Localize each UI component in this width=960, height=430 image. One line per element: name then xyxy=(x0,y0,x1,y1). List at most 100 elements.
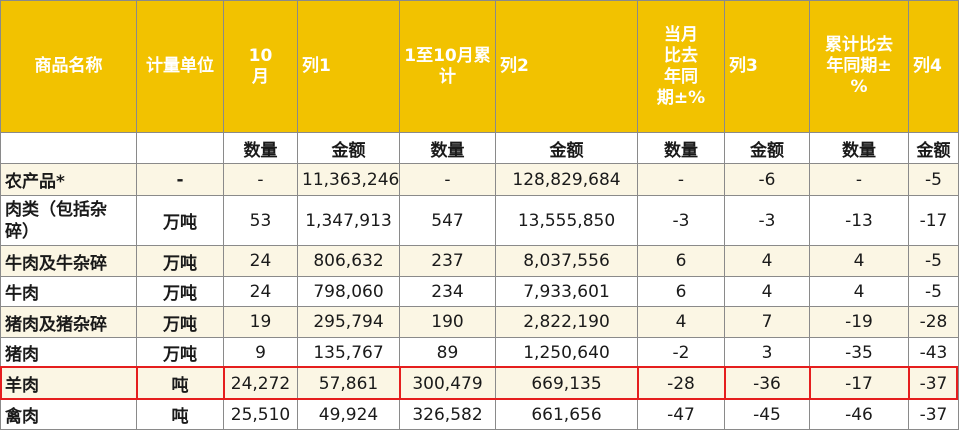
month-yoy-qty: -47 xyxy=(637,399,725,430)
cumulative-amount: 2,822,190 xyxy=(495,306,638,338)
month-amount: 1,347,913 xyxy=(297,195,400,246)
highlight-box xyxy=(0,366,138,400)
month-yoy-amount: -45 xyxy=(724,399,810,430)
product-name: 农产品* xyxy=(0,163,137,196)
subheader-cell: 金额 xyxy=(297,132,400,164)
highlight-box xyxy=(809,366,910,400)
cumulative-qty: 89 xyxy=(399,337,496,368)
month-yoy-qty: -2 xyxy=(637,337,725,368)
header-cell-col2: 列2 xyxy=(495,0,638,133)
subheader-row: 数量 金额 数量 金额 数量 金额 数量 金额 xyxy=(0,132,959,164)
cumulative-yoy-qty: -17 xyxy=(809,367,909,400)
highlight-box xyxy=(399,366,639,400)
table-row: 农产品* - - 11,363,246 - 128,829,684 - -6 -… xyxy=(0,163,959,196)
header-cell-col4: 列4 xyxy=(908,0,959,133)
month-qty: 25,510 xyxy=(223,399,298,430)
cumulative-yoy-amount: -28 xyxy=(908,306,959,338)
cumulative-yoy-amount: -17 xyxy=(908,195,959,246)
cumulative-yoy-amount: -37 xyxy=(908,399,959,430)
cumulative-yoy-amount: -5 xyxy=(908,276,959,307)
cumulative-qty: 190 xyxy=(399,306,496,338)
month-yoy-qty: -28 xyxy=(637,367,725,400)
month-amount: 798,060 xyxy=(297,276,400,307)
month-qty: 24 xyxy=(223,276,298,307)
subheader-cell: 数量 xyxy=(809,132,909,164)
product-name: 禽肉 xyxy=(0,399,137,430)
header-cell-month: 10月 xyxy=(223,0,298,133)
month-yoy-amount: 4 xyxy=(724,276,810,307)
month-qty: 24 xyxy=(223,245,298,277)
month-yoy-amount: 4 xyxy=(724,245,810,277)
month-amount: 135,767 xyxy=(297,337,400,368)
month-amount: 295,794 xyxy=(297,306,400,338)
cumulative-yoy-qty: 4 xyxy=(809,276,909,307)
cumulative-qty: 237 xyxy=(399,245,496,277)
header-row: 商品名称 计量单位 10月 列1 1至10月累计 列2 当月比去年同期±% 列3… xyxy=(0,0,959,133)
month-amount: 57,861 xyxy=(297,367,400,400)
cumulative-qty: 234 xyxy=(399,276,496,307)
subheader-cell xyxy=(136,132,224,164)
cumulative-amount: 669,135 xyxy=(495,367,638,400)
subheader-cell: 金额 xyxy=(495,132,638,164)
table-row: 肉类（包括杂碎） 万吨 53 1,347,913 547 13,555,850 … xyxy=(0,195,959,246)
header-cell-cumulative: 1至10月累计 xyxy=(399,0,496,133)
header-cell-cumulative-yoy: 累计比去年同期±% xyxy=(809,0,909,133)
month-yoy-amount: 7 xyxy=(724,306,810,338)
month-yoy-amount: 3 xyxy=(724,337,810,368)
product-name: 猪肉 xyxy=(0,337,137,368)
cumulative-yoy-qty: -46 xyxy=(809,399,909,430)
highlight-box xyxy=(908,366,958,400)
product-name: 牛肉 xyxy=(0,276,137,307)
month-amount: 11,363,246 xyxy=(297,163,400,196)
table-row: 猪肉 万吨 9 135,767 89 1,250,640 -2 3 -35 -4… xyxy=(0,337,959,368)
cumulative-amount: 8,037,556 xyxy=(495,245,638,277)
cumulative-yoy-qty: -19 xyxy=(809,306,909,338)
header-cell-unit: 计量单位 xyxy=(136,0,224,133)
table-row: 禽肉 吨 25,510 49,924 326,582 661,656 -47 -… xyxy=(0,399,959,430)
unit-cell: 万吨 xyxy=(136,276,224,307)
cumulative-yoy-amount: -43 xyxy=(908,337,959,368)
month-yoy-qty: - xyxy=(637,163,725,196)
cumulative-yoy-amount: -37 xyxy=(908,367,959,400)
unit-cell: 万吨 xyxy=(136,245,224,277)
header-cell-col3: 列3 xyxy=(724,0,810,133)
table-row: 羊肉 吨 24,272 57,861 300,479 669,135 -28 -… xyxy=(0,367,959,400)
header-cell-month-yoy: 当月比去年同期±% xyxy=(637,0,725,133)
highlight-box xyxy=(724,366,811,400)
unit-cell: 万吨 xyxy=(136,306,224,338)
subheader-cell: 数量 xyxy=(223,132,298,164)
month-amount: 49,924 xyxy=(297,399,400,430)
header-cell-product-name: 商品名称 xyxy=(0,0,137,133)
table-row: 牛肉 万吨 24 798,060 234 7,933,601 6 4 4 -5 xyxy=(0,276,959,307)
month-qty: 9 xyxy=(223,337,298,368)
unit-cell: 吨 xyxy=(136,367,224,400)
month-qty: 53 xyxy=(223,195,298,246)
month-amount: 806,632 xyxy=(297,245,400,277)
cumulative-yoy-qty: 4 xyxy=(809,245,909,277)
cumulative-amount: 7,933,601 xyxy=(495,276,638,307)
unit-cell: 吨 xyxy=(136,399,224,430)
month-yoy-qty: -3 xyxy=(637,195,725,246)
header-cell-col1: 列1 xyxy=(297,0,400,133)
subheader-cell: 数量 xyxy=(399,132,496,164)
table-row: 猪肉及猪杂碎 万吨 19 295,794 190 2,822,190 4 7 -… xyxy=(0,306,959,338)
subheader-cell xyxy=(0,132,137,164)
cumulative-yoy-qty: -13 xyxy=(809,195,909,246)
month-qty: - xyxy=(223,163,298,196)
cumulative-qty: - xyxy=(399,163,496,196)
subheader-cell: 金额 xyxy=(724,132,810,164)
unit-cell: 万吨 xyxy=(136,337,224,368)
cumulative-qty: 326,582 xyxy=(399,399,496,430)
highlight-box xyxy=(223,366,401,400)
cumulative-yoy-qty: - xyxy=(809,163,909,196)
cumulative-qty: 300,479 xyxy=(399,367,496,400)
cumulative-amount: 1,250,640 xyxy=(495,337,638,368)
table-row: 牛肉及牛杂碎 万吨 24 806,632 237 8,037,556 6 4 4… xyxy=(0,245,959,277)
month-yoy-amount: -3 xyxy=(724,195,810,246)
product-name: 羊肉 xyxy=(0,367,137,400)
month-yoy-amount: -36 xyxy=(724,367,810,400)
highlight-box xyxy=(637,366,726,400)
cumulative-qty: 547 xyxy=(399,195,496,246)
product-name: 牛肉及牛杂碎 xyxy=(0,245,137,277)
